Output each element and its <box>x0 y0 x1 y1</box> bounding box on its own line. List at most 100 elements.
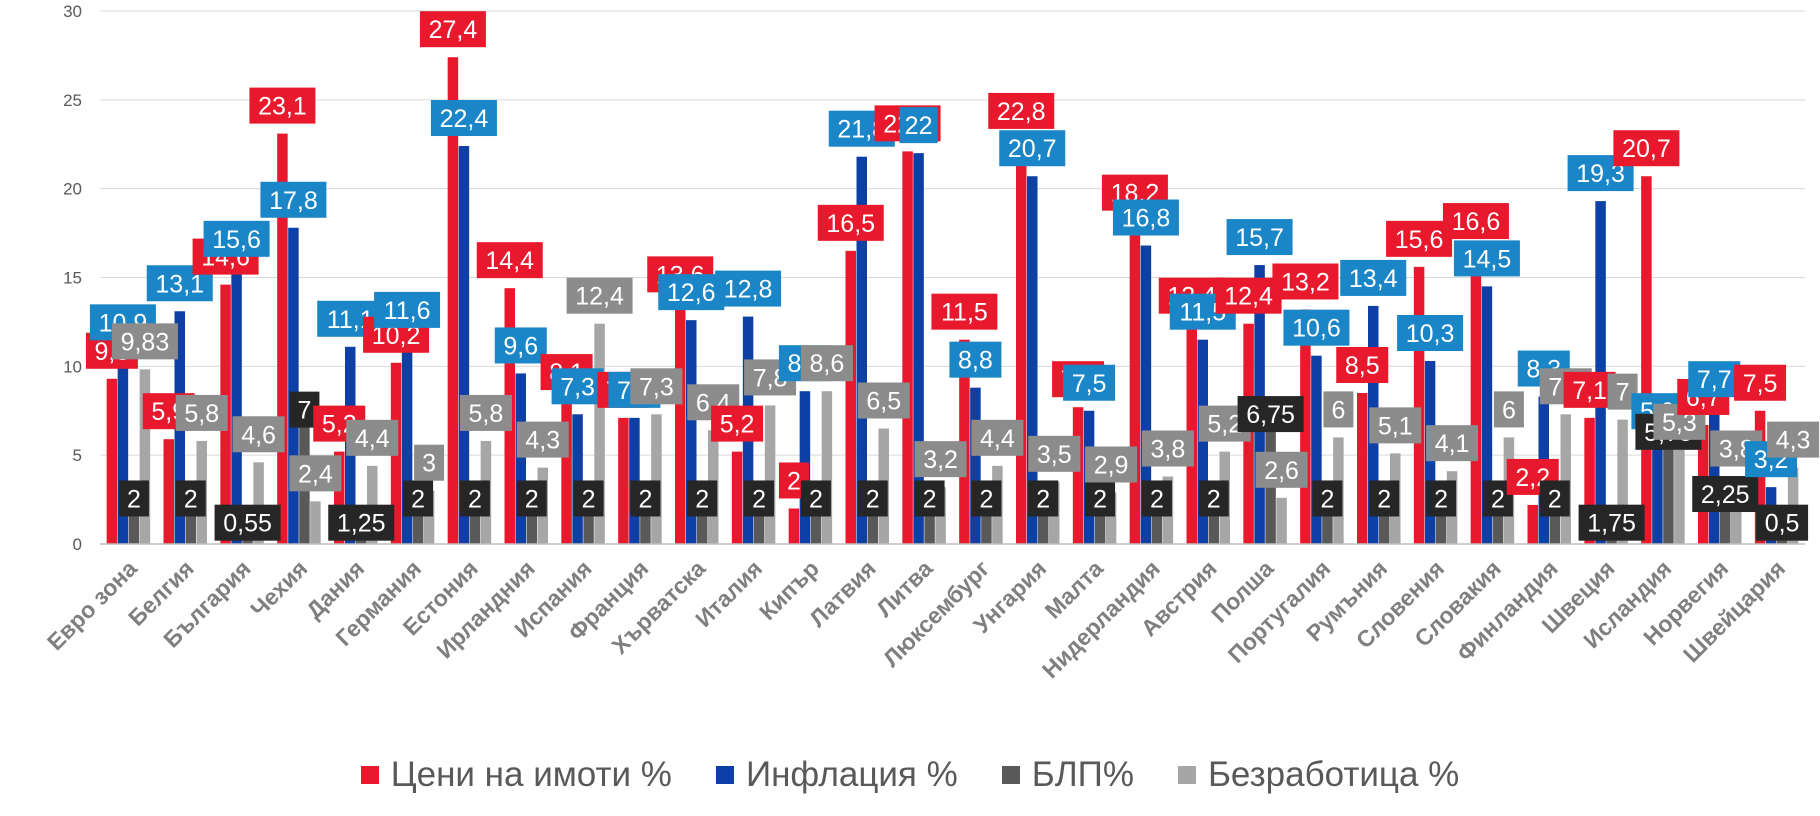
data-label-property-prices: 20,7 <box>1613 130 1680 167</box>
data-label-text: 6,5 <box>866 388 901 416</box>
data-label-box <box>1255 451 1308 488</box>
data-label-text: 2 <box>525 485 539 513</box>
data-label-box <box>1369 407 1422 444</box>
data-label-text: 2 <box>695 485 709 513</box>
category-label: Чехия <box>245 555 312 622</box>
data-label-gdp: 0,55 <box>214 504 281 541</box>
data-label-unemployment: 3,2 <box>914 441 967 478</box>
data-label-box <box>175 394 228 431</box>
bar-gdp <box>1549 508 1560 544</box>
data-label-unemployment: 2,6 <box>1255 451 1308 488</box>
bar-gdp <box>583 508 594 544</box>
data-label-text: 2,25 <box>1701 481 1750 509</box>
data-label-text: 4,6 <box>241 421 276 449</box>
data-label-box <box>744 480 775 517</box>
data-label-text: 8,8 <box>958 347 993 375</box>
data-label-gdp: 2 <box>175 480 206 517</box>
data-label-box <box>800 345 853 382</box>
data-label-text: 6 <box>1331 396 1345 424</box>
legend-swatch-inflation <box>715 766 734 784</box>
data-label-gdp: 2 <box>744 480 775 517</box>
data-label-unemployment: 3 <box>414 444 445 481</box>
data-label-box <box>374 291 441 328</box>
data-label-box <box>118 480 149 517</box>
data-label-inflation: 9,6 <box>494 327 547 364</box>
data-label-box <box>857 480 888 517</box>
data-label-inflation: 7,3 <box>551 368 604 405</box>
data-label-box <box>289 455 342 492</box>
bar-unemployment <box>1617 419 1628 544</box>
data-label-inflation: 8,8 <box>949 341 1002 378</box>
data-label-text: 9,83 <box>121 328 170 356</box>
data-label-text: 2 <box>638 485 652 513</box>
data-label-box <box>1112 199 1179 236</box>
data-label-box <box>459 394 512 431</box>
data-label-box <box>516 421 569 458</box>
y-tick-label: 25 <box>63 91 82 110</box>
data-label-text: 7,3 <box>560 373 595 401</box>
data-label-unemployment: 3,5 <box>1028 435 1081 472</box>
legend-item-unemployment: Безработица % <box>1177 755 1459 795</box>
data-label-gdp: 2 <box>118 480 149 517</box>
bar-gdp <box>981 508 992 544</box>
data-label-box <box>1063 364 1116 401</box>
data-label-property-prices: 15,6 <box>1386 220 1453 257</box>
data-label-gdp: 6,75 <box>1237 396 1304 433</box>
bar-gdp <box>1322 508 1333 544</box>
data-label-unemployment: 3,8 <box>1141 430 1194 467</box>
bar-inflation <box>1709 407 1720 544</box>
data-label-property-prices: 16,5 <box>817 204 884 241</box>
data-label-box <box>1028 435 1081 472</box>
bar-unemployment <box>139 369 151 544</box>
bar-property-prices <box>1641 176 1652 545</box>
data-label-box <box>1692 476 1759 513</box>
data-label-text: 2 <box>787 467 801 495</box>
bar-inflation <box>231 266 242 544</box>
data-label-box <box>711 405 764 442</box>
legend: Цени на имоти % Инфлация % БЛП% Безработ… <box>0 755 1820 795</box>
data-label-text: 2 <box>1207 485 1221 513</box>
data-label-box <box>414 444 445 481</box>
data-label-text: 8,5 <box>1345 352 1380 380</box>
data-label-text: 0,55 <box>223 510 272 538</box>
data-label-box <box>1563 371 1616 408</box>
data-label-box <box>715 270 782 307</box>
data-label-box <box>1226 219 1293 256</box>
data-label-property-prices: 7,5 <box>1734 364 1787 401</box>
data-label-box <box>328 504 395 541</box>
data-label-property-prices: 7,1 <box>1563 371 1616 408</box>
data-label-box <box>459 480 490 517</box>
data-label-property-prices: 23,1 <box>249 87 316 124</box>
data-label-unemployment: 5,8 <box>459 394 512 431</box>
data-label-property-prices: 22,8 <box>988 92 1055 129</box>
bar-gdp <box>697 508 708 544</box>
bar-gdp <box>1151 508 1163 544</box>
data-label-box <box>566 277 633 314</box>
data-label-gdp: 0,5 <box>1756 504 1809 541</box>
bar-unemployment <box>1105 492 1117 544</box>
data-label-text: 10,6 <box>1292 315 1341 343</box>
bar-unemployment <box>423 490 435 544</box>
legend-swatch-unemployment <box>1177 766 1196 784</box>
data-label-text: 5,2 <box>1207 411 1242 439</box>
data-label-text: 5,2 <box>720 411 755 439</box>
bar-inflation <box>856 156 867 545</box>
data-label-text: 10,3 <box>1406 320 1455 348</box>
data-label-text: 20,7 <box>1622 135 1671 163</box>
legend-item-inflation: Инфлация % <box>715 755 958 795</box>
data-label-box <box>857 382 910 419</box>
bar-property-prices <box>334 451 345 544</box>
data-label-text: 9,6 <box>503 332 538 360</box>
data-label-text: 5,1 <box>1378 412 1413 440</box>
data-label-text: 2 <box>411 485 425 513</box>
data-label-inflation: 12,8 <box>715 270 782 307</box>
data-label-property-prices: 8,5 <box>1336 346 1389 383</box>
data-label-box <box>1369 480 1400 517</box>
data-label-box <box>1283 309 1350 346</box>
bar-property-prices <box>788 508 800 544</box>
bar-property-prices <box>1527 504 1538 544</box>
category-labels: Евро зонаБелгияБългарияЧехияДанияГермани… <box>42 555 1790 683</box>
bar-inflation <box>1197 339 1208 544</box>
data-label-text: 6 <box>1502 396 1516 424</box>
bar-unemployment <box>764 405 776 544</box>
